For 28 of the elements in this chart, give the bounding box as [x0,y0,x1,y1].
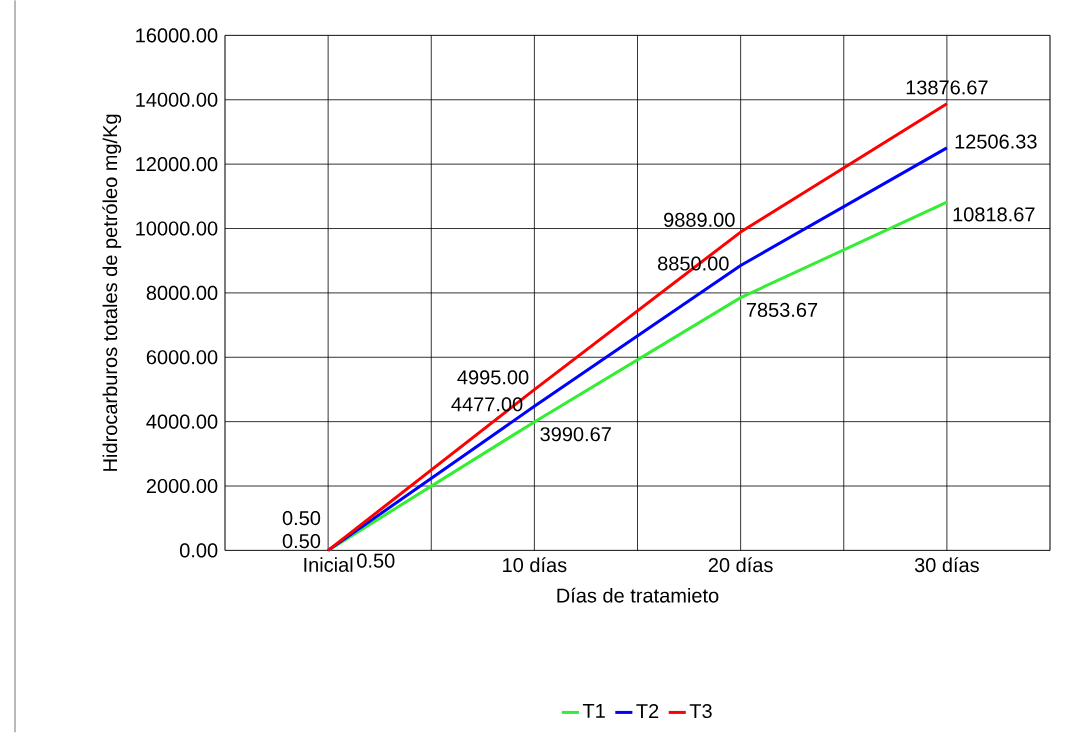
y-tick-label: 8000.00 [146,285,218,301]
data-label: 7853.67 [746,302,818,318]
x-tick-label: 20 días [708,557,773,573]
x-tick-label: 30 días [914,557,979,573]
legend-label: T2 [636,704,659,718]
y-tick-label: 0.00 [179,543,218,558]
data-label: 0.50 [357,553,395,568]
y-tick-label: 12000.00 [136,157,218,172]
x-tick-label: Inicial [304,557,353,573]
y-tick-label: 14000.00 [136,92,218,107]
y-tick-label: 16000.00 [136,28,218,43]
data-label: 0.50 [282,511,321,526]
x-axis-title: Días de tratamieto [557,587,719,603]
data-label: 9889.00 [664,212,735,227]
y-tick-label: 10000.00 [136,221,218,236]
data-label: 10818.67 [953,207,1035,222]
data-label: 3990.67 [540,427,611,442]
data-label: 13876.67 [906,80,988,95]
x-tick-label: 10 días [503,557,567,573]
data-label: 4995.00 [457,370,529,385]
y-axis-title: Hidrocarburos totales de petróleo mg/Kg [102,114,122,471]
y-tick-label: 6000.00 [146,350,218,365]
legend-label: T1 [582,704,605,718]
data-label: 12506.33 [955,134,1037,149]
y-tick-label: 2000.00 [146,479,218,494]
legend-label: T3 [689,704,712,719]
y-tick-label: 4000.00 [146,414,218,429]
data-label: 0.50 [282,534,321,549]
